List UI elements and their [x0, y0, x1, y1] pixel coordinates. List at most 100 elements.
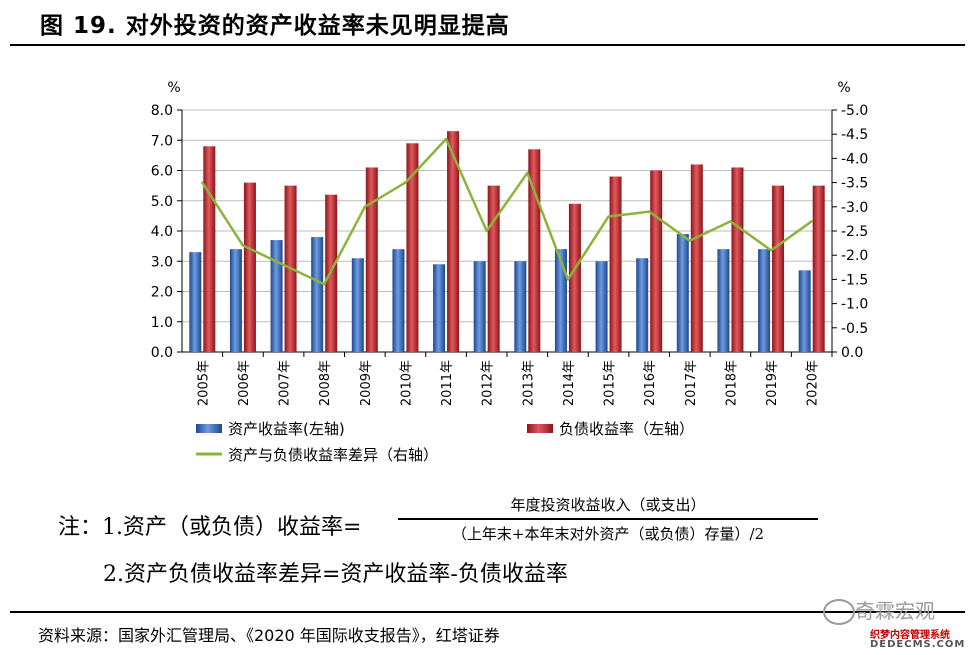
x-tick-label: 2012年 — [481, 360, 496, 406]
bar-liability-return — [812, 185, 825, 352]
bar-asset-return — [554, 249, 567, 352]
x-tick-label: 2015年 — [603, 360, 618, 406]
right-tick-label: -2.5 — [841, 224, 868, 240]
left-tick-label: 1.0 — [151, 315, 173, 331]
x-tick-label: 2011年 — [440, 360, 455, 406]
left-axis-unit: % — [167, 80, 180, 96]
right-tick-label: -4.5 — [841, 127, 868, 143]
bar-asset-return — [595, 261, 608, 352]
line-point — [201, 181, 204, 184]
x-tick-label: 2016年 — [643, 360, 658, 406]
bar-asset-return — [351, 258, 364, 352]
bar-asset-return — [392, 249, 405, 352]
bar-liability-return — [650, 170, 663, 352]
right-tick-label: -1.0 — [841, 297, 868, 313]
legend-label-liability: 负债收益率（左轴） — [559, 420, 694, 438]
legend-swatch-liability — [527, 424, 553, 433]
watermark-text: 奇霖宏观 — [855, 599, 935, 623]
bar-liability-return — [731, 167, 744, 352]
bar-asset-return — [798, 270, 811, 352]
bar-asset-return — [311, 237, 324, 352]
x-tick-label: 2018年 — [724, 360, 739, 406]
x-tick-label: 2017年 — [684, 360, 699, 406]
x-tick-label: 2005年 — [196, 360, 211, 406]
bar-asset-return — [473, 261, 486, 352]
x-tick-label: 2014年 — [562, 360, 577, 406]
line-point — [729, 220, 732, 223]
x-tick-label: 2008年 — [318, 360, 333, 406]
line-point — [363, 205, 367, 208]
left-tick-label: 7.0 — [151, 133, 173, 149]
line-return-difference — [201, 137, 813, 286]
x-tick-label: 2013年 — [521, 360, 536, 406]
line-point — [769, 249, 773, 252]
left-tick-label: 0.0 — [151, 345, 173, 361]
bar-liability-return — [447, 131, 460, 352]
x-tick-label: 2020年 — [806, 360, 821, 406]
bar-asset-return — [676, 234, 689, 352]
x-tick-label: 2019年 — [765, 360, 780, 406]
bar-liability-return — [243, 182, 256, 352]
bar-asset-return — [270, 240, 283, 352]
line-point — [526, 171, 529, 175]
right-tick-label: -5.0 — [841, 103, 868, 119]
bar-asset-return — [433, 264, 446, 352]
left-tick-label: 5.0 — [151, 194, 173, 210]
line-point — [282, 263, 285, 267]
bar-liability-return — [609, 176, 622, 352]
left-tick-label: 2.0 — [151, 285, 173, 301]
line-point — [241, 244, 245, 247]
line-point — [404, 181, 407, 184]
fraction-denominator: （上年末+本年末对外资产（或负债）存量）/2 — [451, 524, 765, 543]
bar-asset-return — [229, 249, 242, 352]
bar-liability-return — [365, 167, 378, 352]
fraction-numerator: 年度投资收益收入（或支出） — [510, 496, 706, 514]
note-formula-2: 2.资产负债收益率差异=资产收益率-负债收益率 — [103, 562, 568, 587]
bar-liability-return — [568, 203, 581, 352]
right-tick-label: -0.5 — [841, 321, 868, 337]
left-tick-label: 3.0 — [151, 254, 173, 270]
right-tick-label: -3.0 — [841, 200, 868, 216]
bar-liability-return — [406, 143, 419, 352]
x-tick-label: 2007年 — [278, 360, 293, 406]
right-tick-label: -2.0 — [841, 248, 868, 264]
x-tick-label: 2010年 — [399, 360, 414, 406]
line-point — [810, 220, 813, 223]
line-point — [566, 278, 570, 281]
right-axis-unit: % — [837, 80, 850, 96]
legend-label-difference: 资产与负债收益率差异（右轴） — [228, 446, 438, 464]
bar-asset-return — [717, 249, 730, 352]
watermark-sub2: DEDECMS.COM — [870, 639, 966, 650]
line-point — [688, 239, 692, 242]
chart: 0.0 1.0 2.0 3.0 4.0 5.0 6.0 7.0 8.0 0.0 -0.5 -1.0 -1… — [151, 80, 869, 464]
watermark: 奇霖宏观 织梦内容管理系统 DEDECMS.COM — [815, 595, 975, 655]
right-tick-label: 0.0 — [841, 345, 863, 361]
right-tick-label: -3.5 — [841, 176, 868, 192]
watermark-sub1: 织梦内容管理系统 — [870, 630, 950, 641]
note-fraction: 年度投资收益收入（或支出） （上年末+本年末对外资产（或负债）存量）/2 — [398, 494, 818, 545]
wechat-icon — [823, 599, 855, 625]
x-tick-label: 2009年 — [359, 360, 374, 406]
line-point — [607, 215, 610, 218]
page-title: 图 19. 对外投资的资产收益率未见明显提高 — [40, 13, 510, 39]
right-tick-label: -4.0 — [841, 151, 868, 167]
right-tick-label: -1.5 — [841, 272, 868, 288]
fraction-bar — [398, 518, 818, 520]
bar-liability-return — [690, 164, 703, 352]
bar-liability-return — [772, 185, 785, 352]
x-tick-label: 2006年 — [237, 360, 252, 406]
line-point — [647, 210, 651, 213]
bar-asset-return — [189, 252, 202, 352]
bar-liability-return — [487, 185, 500, 352]
line-point — [444, 137, 448, 141]
bar-asset-return — [758, 249, 771, 352]
source-text: 资料来源：国家外汇管理局、《2020 年国际收支报告》，红塔证券 — [38, 626, 500, 645]
bar-liability-return — [203, 146, 216, 352]
left-tick-label: 8.0 — [151, 103, 173, 119]
bar-asset-return — [514, 261, 527, 352]
top-divider — [10, 44, 965, 46]
note-formula-1: 注：1.资产（或负债）收益率= — [58, 515, 362, 540]
line-point — [322, 283, 326, 286]
legend-label-asset: 资产收益率(左轴) — [228, 420, 345, 438]
bar-asset-return — [636, 258, 649, 352]
